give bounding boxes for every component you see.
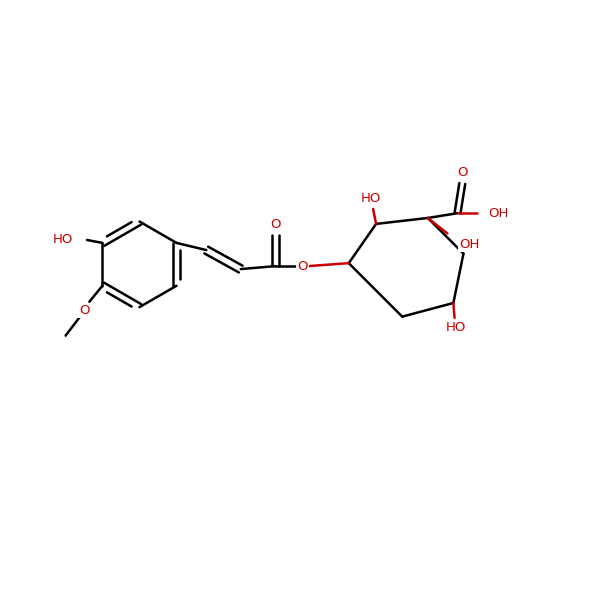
Text: HO: HO bbox=[52, 233, 73, 247]
Text: OH: OH bbox=[460, 238, 479, 251]
Text: O: O bbox=[79, 304, 90, 317]
Text: HO: HO bbox=[446, 322, 467, 334]
Text: HO: HO bbox=[361, 193, 382, 205]
Text: O: O bbox=[270, 218, 280, 231]
Text: O: O bbox=[457, 166, 467, 179]
Text: OH: OH bbox=[488, 207, 509, 220]
Text: O: O bbox=[298, 260, 308, 272]
